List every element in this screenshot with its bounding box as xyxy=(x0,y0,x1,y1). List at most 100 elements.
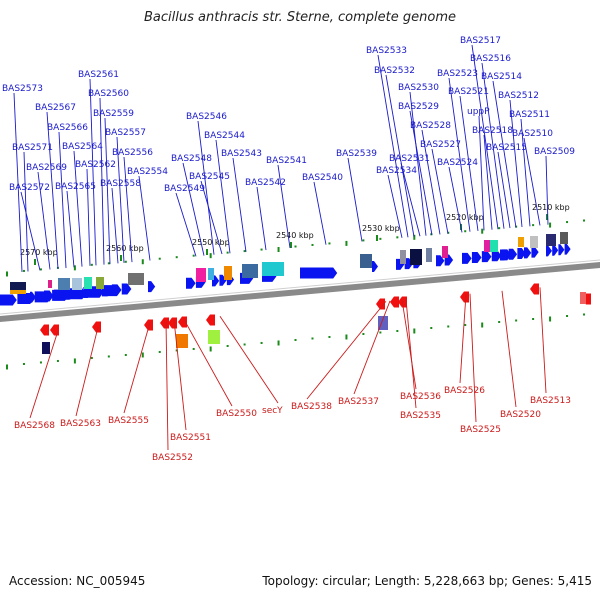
forward-gene-arrow xyxy=(186,277,196,289)
forward-gene-label: BAS2534 xyxy=(376,166,417,176)
forward-gene-label: BAS2556 xyxy=(112,148,153,158)
forward-gene-arrow xyxy=(121,283,132,295)
forward-gene-label: BAS2541 xyxy=(266,156,307,166)
reverse-scale-tick xyxy=(107,355,110,358)
forward-gene-label: BAS2554 xyxy=(127,167,168,177)
reverse-gene-arrow xyxy=(178,316,187,328)
forward-gene-arrow xyxy=(500,249,509,261)
reverse-scale-tick xyxy=(124,353,127,356)
forward-scale-tick xyxy=(226,251,229,254)
reverse-scale-tick xyxy=(498,320,501,323)
forward-leader-line xyxy=(431,148,449,234)
reverse-scale-tick xyxy=(277,340,280,346)
forward-gene-label: BAS2549 xyxy=(164,184,205,194)
forward-gene-arrow xyxy=(481,251,492,263)
backbone-highlight xyxy=(0,259,600,315)
forward-gene-arrow xyxy=(531,246,539,258)
scale-label-tick xyxy=(206,249,208,255)
forward-gene-arrow xyxy=(74,287,84,299)
reverse-scale-tick xyxy=(6,364,8,370)
reverse-scale-tick xyxy=(566,314,569,317)
reverse-leader-line xyxy=(459,294,467,384)
forward-feature-block xyxy=(546,234,556,246)
forward-feature-block xyxy=(10,282,26,293)
forward-gene-arrow xyxy=(30,291,36,303)
reverse-gene-label: BAS2537 xyxy=(338,397,379,407)
forward-scale-tick xyxy=(549,222,552,228)
forward-gene-label: BAS2543 xyxy=(221,149,262,159)
reverse-leader-line xyxy=(539,287,547,394)
forward-feature-block xyxy=(262,262,284,276)
forward-scale-tick xyxy=(277,247,280,253)
reverse-leader-line xyxy=(219,315,279,404)
forward-gene-label: BAS2532 xyxy=(374,66,415,76)
reverse-gene-label: secY xyxy=(262,406,283,416)
scale-label-tick xyxy=(120,255,122,261)
forward-leader-line xyxy=(66,190,75,268)
forward-gene-label: BAS2546 xyxy=(186,112,227,122)
forward-scale-tick xyxy=(379,237,382,240)
forward-leader-line xyxy=(99,97,105,265)
forward-gene-label: BAS2510 xyxy=(512,129,553,139)
forward-leader-line xyxy=(123,156,133,263)
reverse-gene-label: BAS2555 xyxy=(108,416,149,426)
reverse-scale-tick xyxy=(481,322,484,328)
forward-gene-arrow xyxy=(552,244,559,256)
scale-label: 2510 kbp xyxy=(532,203,570,212)
forward-gene-label: BAS2518 xyxy=(472,126,513,136)
forward-scale-tick xyxy=(243,250,246,253)
forward-scale-tick xyxy=(583,219,586,222)
forward-scale-tick xyxy=(311,243,314,246)
reverse-scale-tick xyxy=(56,359,59,362)
reverse-leader-line xyxy=(75,327,99,417)
forward-gene-label: BAS2516 xyxy=(470,54,511,64)
reverse-scale-tick xyxy=(73,358,76,364)
reverse-gene-arrow xyxy=(376,298,385,310)
forward-leader-line xyxy=(523,137,541,226)
forward-leader-line xyxy=(86,168,91,266)
forward-scale-tick xyxy=(413,234,416,240)
reverse-feature-block xyxy=(42,342,50,354)
forward-gene-arrow xyxy=(462,252,472,264)
forward-leader-line xyxy=(20,191,41,271)
reverse-gene-arrow xyxy=(460,291,469,303)
reverse-scale-tick xyxy=(22,362,25,365)
forward-leader-line xyxy=(387,174,403,238)
forward-gene-label: BAS2560 xyxy=(88,89,129,99)
forward-leader-line xyxy=(232,157,247,252)
forward-gene-label: BAS2559 xyxy=(93,109,134,119)
forward-feature-block xyxy=(224,266,232,280)
scale-label-tick xyxy=(376,235,378,241)
genome-backbone xyxy=(0,262,600,322)
forward-leader-line xyxy=(111,187,119,264)
forward-gene-label: BAS2530 xyxy=(398,83,439,93)
forward-scale-tick xyxy=(362,239,365,242)
forward-gene-label: BAS2528 xyxy=(410,121,451,131)
forward-leader-line xyxy=(478,115,485,231)
reverse-leader-line xyxy=(165,321,169,451)
forward-gene-label: BAS2571 xyxy=(12,143,53,153)
forward-gene-arrow xyxy=(17,292,35,304)
forward-gene-label: BAS2514 xyxy=(481,72,522,82)
reverse-scale-tick xyxy=(583,313,586,316)
reverse-gene-label: BAS2526 xyxy=(444,386,485,396)
forward-leader-line xyxy=(46,111,59,269)
reverse-gene-label: BAS2535 xyxy=(400,411,441,421)
forward-gene-label: BAS2523 xyxy=(437,69,478,79)
reverse-leader-line xyxy=(173,320,187,431)
reverse-gene-label: BAS2525 xyxy=(460,425,501,435)
scale-label: 2550 kbp xyxy=(192,238,230,247)
reverse-leader-line xyxy=(183,319,233,407)
reverse-scale-tick xyxy=(158,350,161,353)
reverse-scale-tick xyxy=(311,337,314,340)
forward-leader-line xyxy=(483,134,493,230)
forward-gene-label: BAS2565 xyxy=(55,182,96,192)
forward-scale-tick xyxy=(22,269,25,272)
reverse-gene-label: BAS2536 xyxy=(400,392,441,402)
forward-gene-label: BAS2521 xyxy=(448,87,489,97)
forward-gene-label: BAS2529 xyxy=(398,102,439,112)
reverse-gene-arrow xyxy=(50,324,59,336)
forward-leader-line xyxy=(13,92,23,273)
forward-feature-block xyxy=(530,236,538,248)
forward-gene-label: BAS2509 xyxy=(534,147,575,157)
